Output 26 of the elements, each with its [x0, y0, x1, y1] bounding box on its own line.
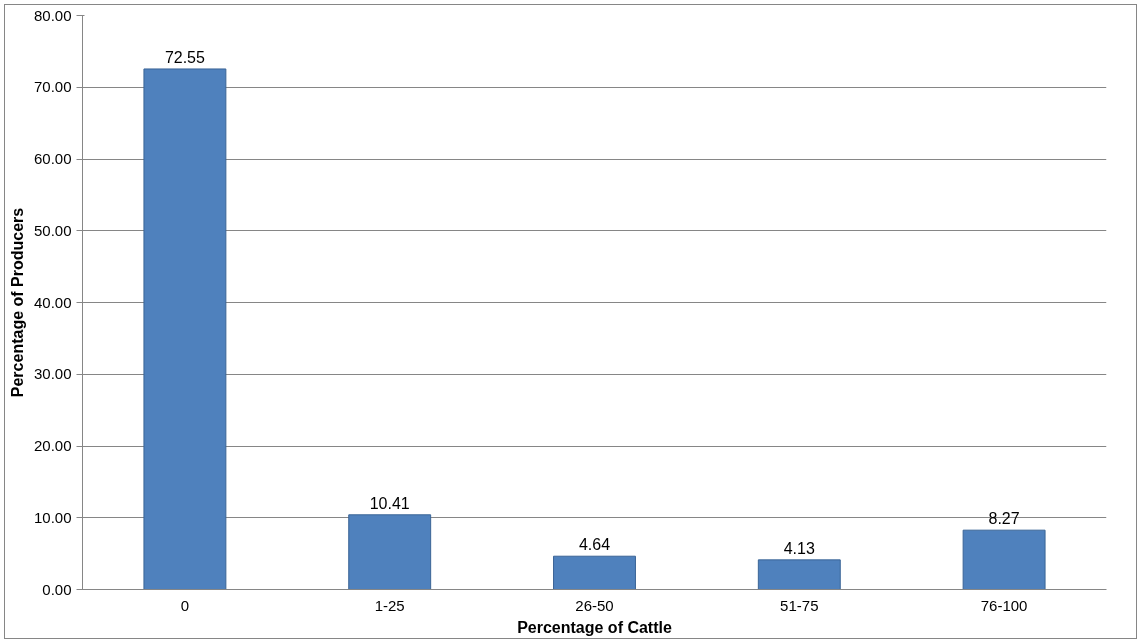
y-tick-label: 30.00: [33, 365, 72, 383]
x-tick-label: 26-50: [575, 596, 614, 614]
y-tick-label: 50.00: [33, 221, 72, 239]
bar: [553, 555, 636, 590]
data-label: 4.64: [578, 536, 611, 554]
data-label: 72.55: [164, 48, 206, 66]
x-axis-title: Percentage of Cattle: [517, 618, 672, 636]
y-axis-title: Percentage of Producers: [8, 207, 26, 398]
x-tick-label: 51-75: [780, 596, 819, 614]
y-tick-label: 80.00: [33, 6, 72, 24]
y-tick-label: 40.00: [33, 293, 72, 311]
data-label: 4.13: [783, 539, 815, 557]
data-label: 10.41: [369, 494, 410, 512]
y-tick-label: 0.00: [42, 580, 72, 598]
y-tick-label: 10.00: [33, 508, 72, 526]
y-tick-label: 20.00: [33, 437, 72, 454]
bar: [143, 68, 227, 590]
x-tick-label: 0: [180, 596, 190, 614]
bar: [348, 514, 432, 590]
bar: [757, 559, 841, 590]
y-tick-label: 60.00: [33, 150, 72, 167]
x-tick-label: 76-100: [980, 596, 1028, 614]
y-tick-label: 70.00: [33, 78, 72, 96]
x-tick-label: 1-25: [374, 596, 405, 614]
data-label: 8.27: [988, 510, 1020, 528]
bar: [962, 529, 1046, 590]
